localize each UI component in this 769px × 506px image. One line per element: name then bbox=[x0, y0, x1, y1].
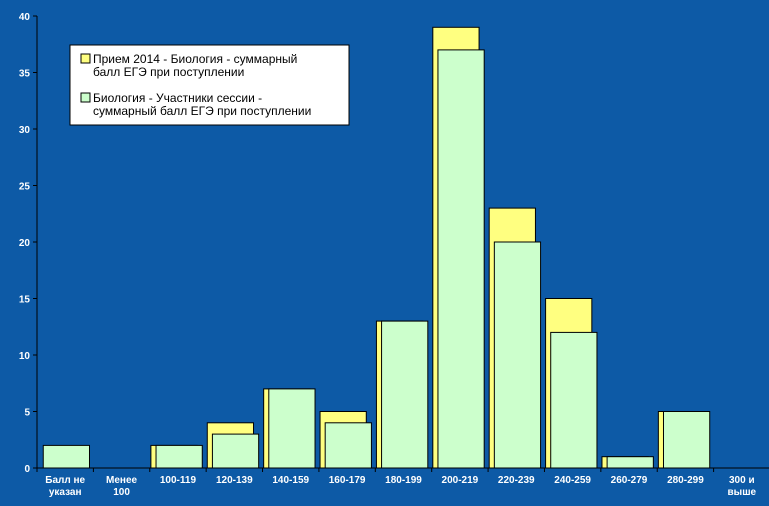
legend-swatch bbox=[80, 92, 91, 103]
y-tick-label: 20 bbox=[19, 238, 31, 249]
x-tick-label: 200-219 bbox=[442, 475, 479, 486]
bar-session bbox=[493, 241, 542, 469]
legend-swatch bbox=[80, 53, 91, 64]
y-tick-label: 5 bbox=[24, 408, 30, 419]
x-tick-label: 280-299 bbox=[667, 475, 704, 486]
legend-box bbox=[69, 44, 350, 126]
bar-session bbox=[381, 320, 429, 469]
x-tick-label: 240-259 bbox=[554, 475, 591, 486]
x-tick-label: 260-279 bbox=[611, 475, 648, 486]
legend-entry-admission: Прием 2014 - Биология - суммарный балл ЕГ… bbox=[93, 52, 297, 79]
x-tick-label: 300 и выше bbox=[728, 475, 757, 498]
bar-session bbox=[268, 388, 316, 469]
x-tick-label: Балл не указан bbox=[45, 475, 85, 498]
x-tick-label: 140-159 bbox=[272, 475, 309, 486]
y-tick-label: 15 bbox=[19, 295, 31, 306]
y-tick-label: 25 bbox=[19, 182, 31, 193]
bar-session bbox=[550, 331, 598, 469]
legend: Прием 2014 - Биология - суммарный балл ЕГ… bbox=[69, 44, 350, 126]
bar-session bbox=[155, 444, 203, 469]
x-tick-label: 100-119 bbox=[160, 475, 197, 486]
bar-session bbox=[662, 411, 711, 469]
bar-session bbox=[437, 49, 485, 469]
bar-session bbox=[42, 444, 90, 469]
legend-entry-session: Биология - Участники сессии -суммарный б… bbox=[93, 91, 311, 118]
bar-session bbox=[324, 422, 372, 469]
x-tick-label: Менее 100 bbox=[106, 475, 137, 498]
y-tick-label: 40 bbox=[19, 12, 31, 23]
x-tick-label: 180-199 bbox=[385, 475, 422, 486]
y-tick-label: 30 bbox=[19, 125, 31, 136]
tick-labels: 0 5 10 15 20 25 30 35 40 Балл не указан Менее 100 100… bbox=[19, 12, 757, 498]
bar-session bbox=[211, 433, 260, 469]
bars bbox=[42, 26, 711, 469]
x-tick-label: 160-179 bbox=[329, 475, 366, 486]
x-tick-label: 220-239 bbox=[498, 475, 535, 486]
x-tick-label: 120-139 bbox=[216, 475, 253, 486]
y-tick-label: 35 bbox=[19, 69, 31, 80]
bar-session bbox=[606, 456, 654, 469]
y-tick-label: 10 bbox=[19, 351, 31, 362]
y-tick-label: 0 bbox=[24, 464, 30, 475]
